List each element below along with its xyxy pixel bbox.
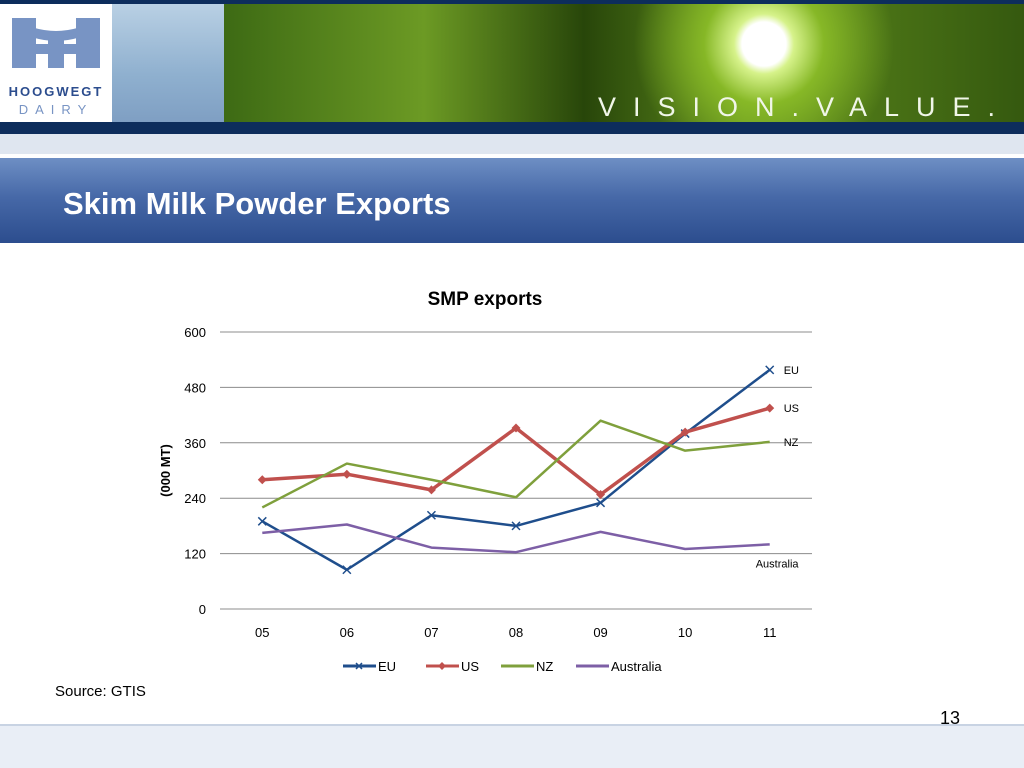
- data-point-eu: [511, 521, 521, 531]
- page-number: 13: [940, 708, 961, 728]
- series-end-label: NZ: [784, 437, 799, 449]
- series-line-us: [262, 406, 771, 497]
- legend-marker-eu: [355, 662, 363, 670]
- chart-svg: SMP exports 0 120 240 360 480 600 (000 MT) 05 06 0…: [158, 289, 812, 674]
- tagline: VISION.VALUE.: [597, 92, 1012, 122]
- legend-marker-us: [438, 662, 446, 670]
- data-point-eu: [765, 365, 775, 375]
- y-axis-label: (000 MT): [158, 444, 173, 497]
- x-tick-label: 07: [424, 625, 438, 640]
- footer-line: [0, 724, 1024, 726]
- header-banner: VISION.VALUE.: [224, 4, 1024, 122]
- title-band: [0, 158, 1024, 243]
- x-tick-label: 11: [763, 625, 777, 640]
- legend-label-australia: Australia: [611, 659, 662, 674]
- y-tick-label: 600: [184, 325, 206, 340]
- y-tick-label: 480: [184, 380, 206, 395]
- y-tick-label: 360: [184, 436, 206, 451]
- company-logo: HOOGWEGT DAIRY: [0, 4, 112, 122]
- x-tick-label: 10: [678, 625, 692, 640]
- data-point-us: [511, 423, 521, 433]
- y-tick-label: 120: [184, 547, 206, 562]
- x-tick-label: 05: [255, 625, 269, 640]
- series-line-nz: [261, 419, 770, 509]
- series-end-label: Australia: [756, 558, 800, 570]
- series-line-eu: [261, 368, 771, 572]
- series-end-label: US: [784, 403, 799, 415]
- chart: SMP exports 0 120 240 360 480 600 (000 MT) 05 06 0…: [140, 275, 840, 690]
- data-point-eu: [426, 510, 436, 520]
- data-point-us: [257, 475, 267, 485]
- data-point-us: [342, 469, 352, 479]
- logo-icon: HOOGWEGT DAIRY: [9, 18, 104, 117]
- data-point-eu: [342, 565, 352, 575]
- legend-label-eu: EU: [378, 659, 396, 674]
- series-end-label: EU: [784, 365, 799, 377]
- header-rule: [0, 122, 1024, 134]
- y-tick-label: 240: [184, 491, 206, 506]
- legend-label-nz: NZ: [536, 659, 553, 674]
- legend-label-us: US: [461, 659, 479, 674]
- logo-text-line1: HOOGWEGT: [9, 84, 104, 99]
- source-note: Source: GTIS: [55, 683, 146, 700]
- data-point-us: [596, 490, 606, 500]
- series-line-australia: [262, 523, 770, 554]
- data-point-us: [680, 427, 690, 437]
- footer: [0, 726, 1024, 768]
- data-point-us: [426, 485, 436, 495]
- x-tick-label: 09: [593, 625, 607, 640]
- x-tick-label: 08: [509, 625, 523, 640]
- data-point-eu: [257, 516, 267, 526]
- data-point-eu: [596, 498, 606, 508]
- data-point-us: [765, 403, 775, 413]
- x-tick-label: 06: [340, 625, 354, 640]
- y-tick-label: 0: [199, 602, 206, 617]
- slide-title: Skim Milk Powder Exports: [63, 186, 451, 221]
- header-subrule: [0, 134, 1024, 154]
- logo-text-line2: DAIRY: [19, 102, 94, 117]
- header-photo: [112, 4, 224, 122]
- chart-title: SMP exports: [428, 289, 543, 310]
